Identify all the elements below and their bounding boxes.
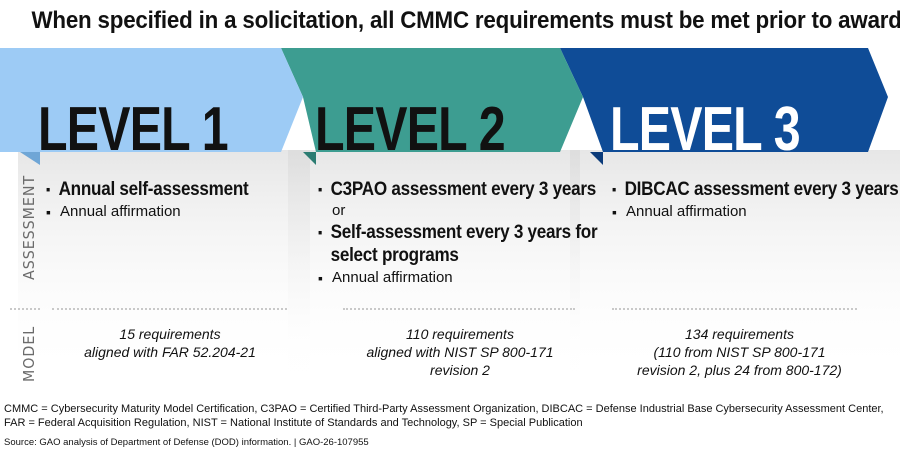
divider-level-3 <box>612 308 857 310</box>
list-item: ▪ DIBCAC assessment every 3 years <box>612 179 899 200</box>
level-2-chevron <box>281 48 583 152</box>
level-2-shadow <box>288 150 580 380</box>
list-item: ▪ Annual affirmation <box>612 203 747 220</box>
level-2-assessment: ▪ C3PAO assessment every 3 years or ▪ Self… <box>318 178 632 289</box>
list-item: ▪ Self-assessment every 3 years for selec… <box>318 222 598 266</box>
level-2-model: 110 requirements aligned with NIST SP 80… <box>366 326 554 378</box>
level-1-chevron <box>0 48 303 152</box>
level-3-shadow <box>570 150 900 380</box>
page-title: When specified in a solicitation, all CM… <box>31 7 900 34</box>
level-3-model: 134 requirements (110 from NIST SP 800-1… <box>637 326 842 378</box>
list-item: ▪ Annual affirmation <box>46 203 181 220</box>
source-note: Source: GAO analysis of Department of De… <box>4 437 369 448</box>
level-3-chevron <box>560 48 888 152</box>
assessment-row-label: ASSESSMENT <box>20 174 38 280</box>
level-1-label: LEVEL 1 <box>38 95 229 164</box>
level-3-label: LEVEL 3 <box>610 95 801 164</box>
level-1-shadow <box>18 150 310 380</box>
level-3-assessment: ▪ DIBCAC assessment every 3 years ▪ Annual… <box>612 178 900 223</box>
divider-level-1 <box>52 308 287 310</box>
divider-level-2 <box>343 308 575 310</box>
level-1-model: 15 requirements aligned with FAR 52.204-… <box>84 326 256 360</box>
level-2-label: LEVEL 2 <box>315 95 506 164</box>
level-1-assessment: ▪ Annual self-assessment ▪ Annual affirmat… <box>46 178 271 223</box>
level-3-fold <box>590 152 603 165</box>
list-item: ▪ Annual affirmation <box>318 269 453 286</box>
model-row-label: MODEL <box>20 325 38 382</box>
level-1-fold <box>20 152 40 165</box>
list-item: ▪ Annual self-assessment <box>46 179 249 200</box>
divider-left <box>10 308 40 310</box>
list-item: ▪ C3PAO assessment every 3 years <box>318 179 596 200</box>
abbreviations-footnote: CMMC = Cybersecurity Maturity Model Cert… <box>4 403 884 429</box>
level-2-fold <box>303 152 316 165</box>
or-connector: or <box>332 202 346 219</box>
